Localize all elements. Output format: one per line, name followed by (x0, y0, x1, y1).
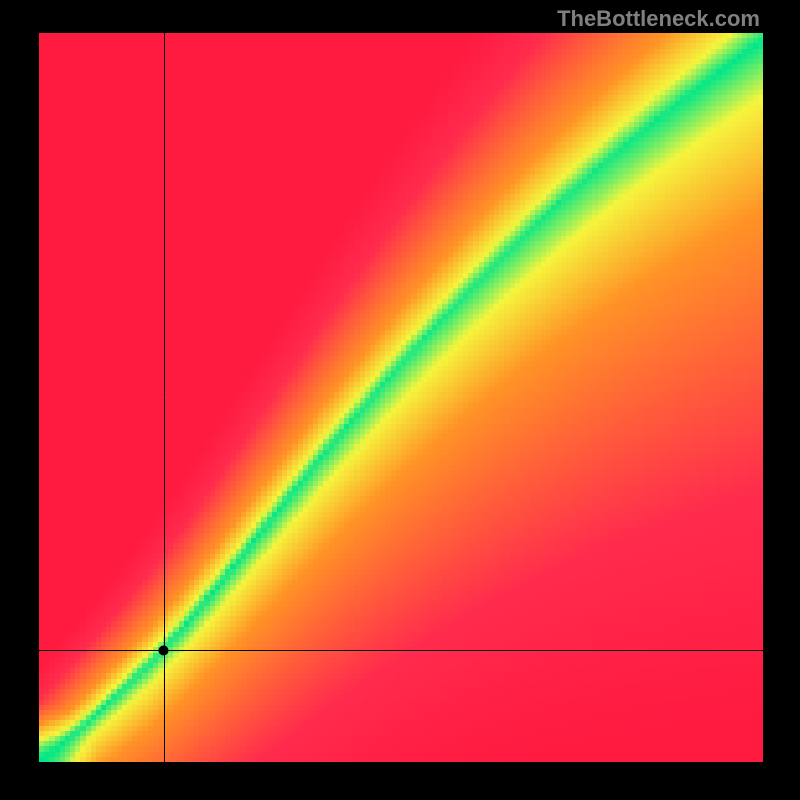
bottleneck-heatmap (0, 0, 800, 800)
watermark-text: TheBottleneck.com (557, 6, 760, 32)
